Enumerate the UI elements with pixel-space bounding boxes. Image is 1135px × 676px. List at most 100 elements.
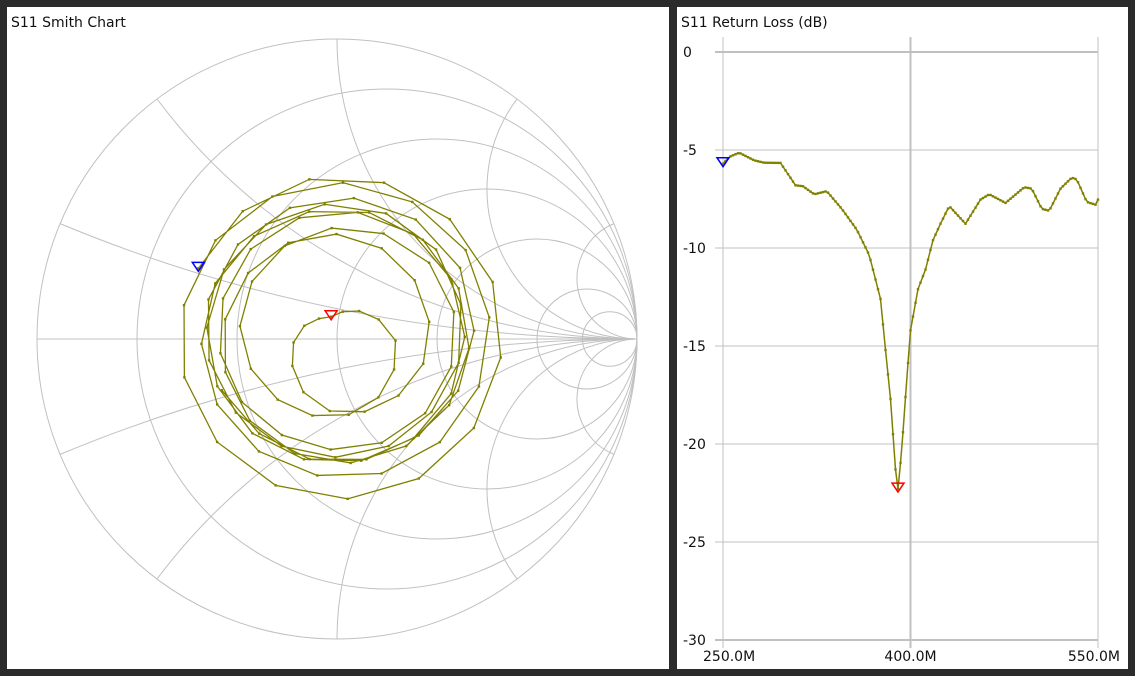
- trace-point: [779, 161, 782, 165]
- trace-point: [879, 297, 882, 301]
- smith-trace-point: [377, 318, 380, 321]
- reactance-arc: [336, 338, 638, 640]
- smith-trace-point: [249, 247, 252, 251]
- smith-trace-point: [276, 398, 279, 401]
- trace-point: [939, 222, 942, 225]
- trace-point: [1051, 202, 1055, 205]
- smith-trace-point: [236, 243, 240, 246]
- trace-point: [736, 152, 740, 155]
- smith-trace-point: [363, 410, 366, 413]
- smith-trace-point: [248, 419, 252, 422]
- trace-point: [1059, 187, 1062, 190]
- trace-point: [886, 373, 890, 376]
- trace-point: [721, 162, 725, 165]
- reactance-arc: [156, 98, 638, 340]
- smith-trace-point: [200, 342, 203, 346]
- smith-trace-point: [352, 196, 356, 200]
- smith-trace-point: [250, 280, 254, 283]
- smith-trace-point: [257, 450, 261, 453]
- marker-2-icon: [890, 482, 906, 494]
- trace-point: [756, 160, 760, 163]
- trace-point: [899, 461, 902, 465]
- smith-trace-point: [367, 211, 371, 214]
- trace-point: [1079, 186, 1082, 190]
- trace-point: [1071, 176, 1075, 180]
- trace-point: [976, 202, 980, 205]
- smith-trace-point: [397, 394, 400, 397]
- trace-point: [981, 196, 985, 200]
- smith-trace-point: [434, 248, 438, 251]
- trace-point: [819, 191, 822, 194]
- smith-trace-point: [382, 181, 386, 184]
- smith-trace-point: [224, 371, 227, 374]
- smith-trace-point: [328, 409, 331, 413]
- trace-point: [921, 274, 925, 278]
- trace-point: [914, 301, 917, 305]
- trace-point: [919, 281, 922, 284]
- smith-trace-point: [413, 279, 416, 282]
- trace-point: [961, 219, 965, 223]
- smith-trace-point: [457, 361, 460, 365]
- trace-point: [1081, 192, 1085, 195]
- trace-point: [751, 158, 755, 161]
- smith-trace-point: [449, 392, 453, 395]
- smith-trace-point: [280, 433, 284, 437]
- trace-point: [839, 206, 842, 209]
- smith-trace-point: [258, 432, 261, 435]
- trace-point: [949, 206, 952, 209]
- trace-point: [749, 157, 752, 160]
- smith-trace-point: [411, 232, 415, 236]
- smith-trace-point: [356, 211, 359, 214]
- smith-trace-point: [467, 346, 471, 350]
- trace-point: [876, 288, 880, 291]
- smith-trace-point: [302, 458, 306, 461]
- y-tick-label: -20: [683, 437, 706, 453]
- smith-trace-point: [357, 309, 361, 313]
- trace-point: [851, 223, 855, 226]
- trace-point: [724, 159, 727, 163]
- smith-trace-point: [308, 178, 311, 181]
- smith-trace-point: [205, 326, 209, 329]
- x-tick-label: 550.0M: [1068, 649, 1120, 665]
- trace-point: [834, 200, 837, 203]
- trace-point: [999, 199, 1002, 202]
- trace-point: [846, 216, 850, 219]
- smith-trace-point: [438, 440, 442, 444]
- reactance-arc: [336, 38, 638, 340]
- trace-point: [1039, 205, 1042, 208]
- smith-trace-point: [394, 339, 397, 342]
- smith-trace-point: [283, 244, 286, 248]
- trace-point: [1014, 193, 1017, 196]
- smith-trace-point: [499, 356, 502, 359]
- trace-point: [801, 185, 805, 188]
- smith-chart[interactable]: [7, 7, 669, 669]
- trace-point: [956, 214, 960, 217]
- trace-point: [831, 197, 835, 200]
- trace-point: [841, 209, 845, 212]
- trace-point: [1001, 200, 1005, 203]
- trace-point: [909, 329, 912, 332]
- trace-point: [796, 184, 800, 187]
- y-tick-label: 0: [683, 45, 692, 61]
- smith-trace-point: [421, 238, 424, 241]
- trace-point: [1054, 197, 1057, 200]
- trace-point: [974, 206, 977, 209]
- trace-point: [1084, 197, 1087, 201]
- smith-trace-point: [271, 195, 274, 198]
- trace-point: [744, 154, 747, 158]
- trace-point: [776, 161, 780, 165]
- smith-trace-point: [472, 426, 476, 430]
- reactance-arc: [486, 338, 638, 580]
- smith-trace-point: [380, 441, 383, 444]
- smith-trace-point: [341, 181, 345, 184]
- y-tick-label: -10: [683, 241, 706, 257]
- smith-trace-point: [264, 223, 268, 226]
- smith-trace-point: [292, 341, 295, 344]
- smith-trace-point: [329, 315, 333, 318]
- trace-point: [741, 153, 745, 156]
- trace-point: [799, 184, 802, 188]
- trace-point: [811, 192, 815, 195]
- smith-trace-point: [251, 432, 254, 435]
- trace-point: [786, 172, 790, 176]
